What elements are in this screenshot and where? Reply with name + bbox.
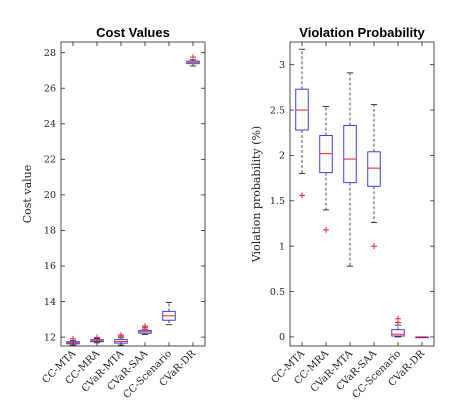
y-axis-label: Cost value <box>21 165 34 224</box>
y-tick-label: 16 <box>44 261 56 272</box>
y-tick-label: 28 <box>44 48 56 59</box>
y-tick-label: 12 <box>44 332 56 343</box>
box-cc-mra <box>319 105 333 233</box>
outlier-marker <box>94 334 100 341</box>
y-tick-label: 0.5 <box>270 287 285 298</box>
box-cvar-mta <box>343 72 357 267</box>
iqr-box <box>391 329 405 337</box>
y-tick-label: 26 <box>44 83 56 94</box>
box-cvar-saa <box>138 323 152 335</box>
box-cc-scenario <box>162 301 176 326</box>
iqr-box <box>343 125 357 184</box>
y-tick-label: 18 <box>44 226 56 237</box>
chart-title: Cost Values <box>96 25 170 40</box>
y-tick-label: 14 <box>44 297 56 308</box>
box-cc-mra <box>90 334 104 344</box>
box-cc-mta <box>295 48 309 199</box>
y-tick-label: 2.5 <box>270 105 285 116</box>
y-tick-label: 20 <box>44 190 56 201</box>
box-cvar-dr <box>186 54 200 67</box>
y-tick-label: 2 <box>279 151 285 162</box>
y-tick-label: 22 <box>44 155 56 166</box>
y-tick-label: 24 <box>44 119 56 130</box>
outlier-marker <box>142 323 148 330</box>
plot-area <box>60 41 206 347</box>
box-cvar-dr <box>415 336 429 339</box>
outlier-marker <box>190 54 196 61</box>
outlier-marker <box>118 331 124 338</box>
y-tick-label: 1 <box>279 241 285 252</box>
outlier-marker <box>371 243 377 250</box>
y-tick-label: 1.5 <box>270 196 285 207</box>
box-cvar-mta <box>114 331 128 346</box>
iqr-box <box>367 151 381 187</box>
y-axis-label: Violation probability (%) <box>250 126 263 263</box>
box-cvar-saa <box>367 104 381 250</box>
box-cc-scenario <box>391 315 405 338</box>
outlier-marker <box>323 226 329 233</box>
chart-title: Violation Probability <box>299 25 425 40</box>
outlier-marker <box>299 192 305 199</box>
chart-panel-2: Violation Probability 0 0.5 1 1.5 2 2.5 3 Violat… <box>250 25 435 401</box>
plot-area <box>289 41 435 347</box>
outlier-marker <box>395 315 401 322</box>
y-tick-label: 3 <box>279 60 285 71</box>
y-tick-label: 0 <box>279 332 285 343</box>
outlier-marker <box>70 335 76 342</box>
box-cc-mta <box>66 335 80 346</box>
